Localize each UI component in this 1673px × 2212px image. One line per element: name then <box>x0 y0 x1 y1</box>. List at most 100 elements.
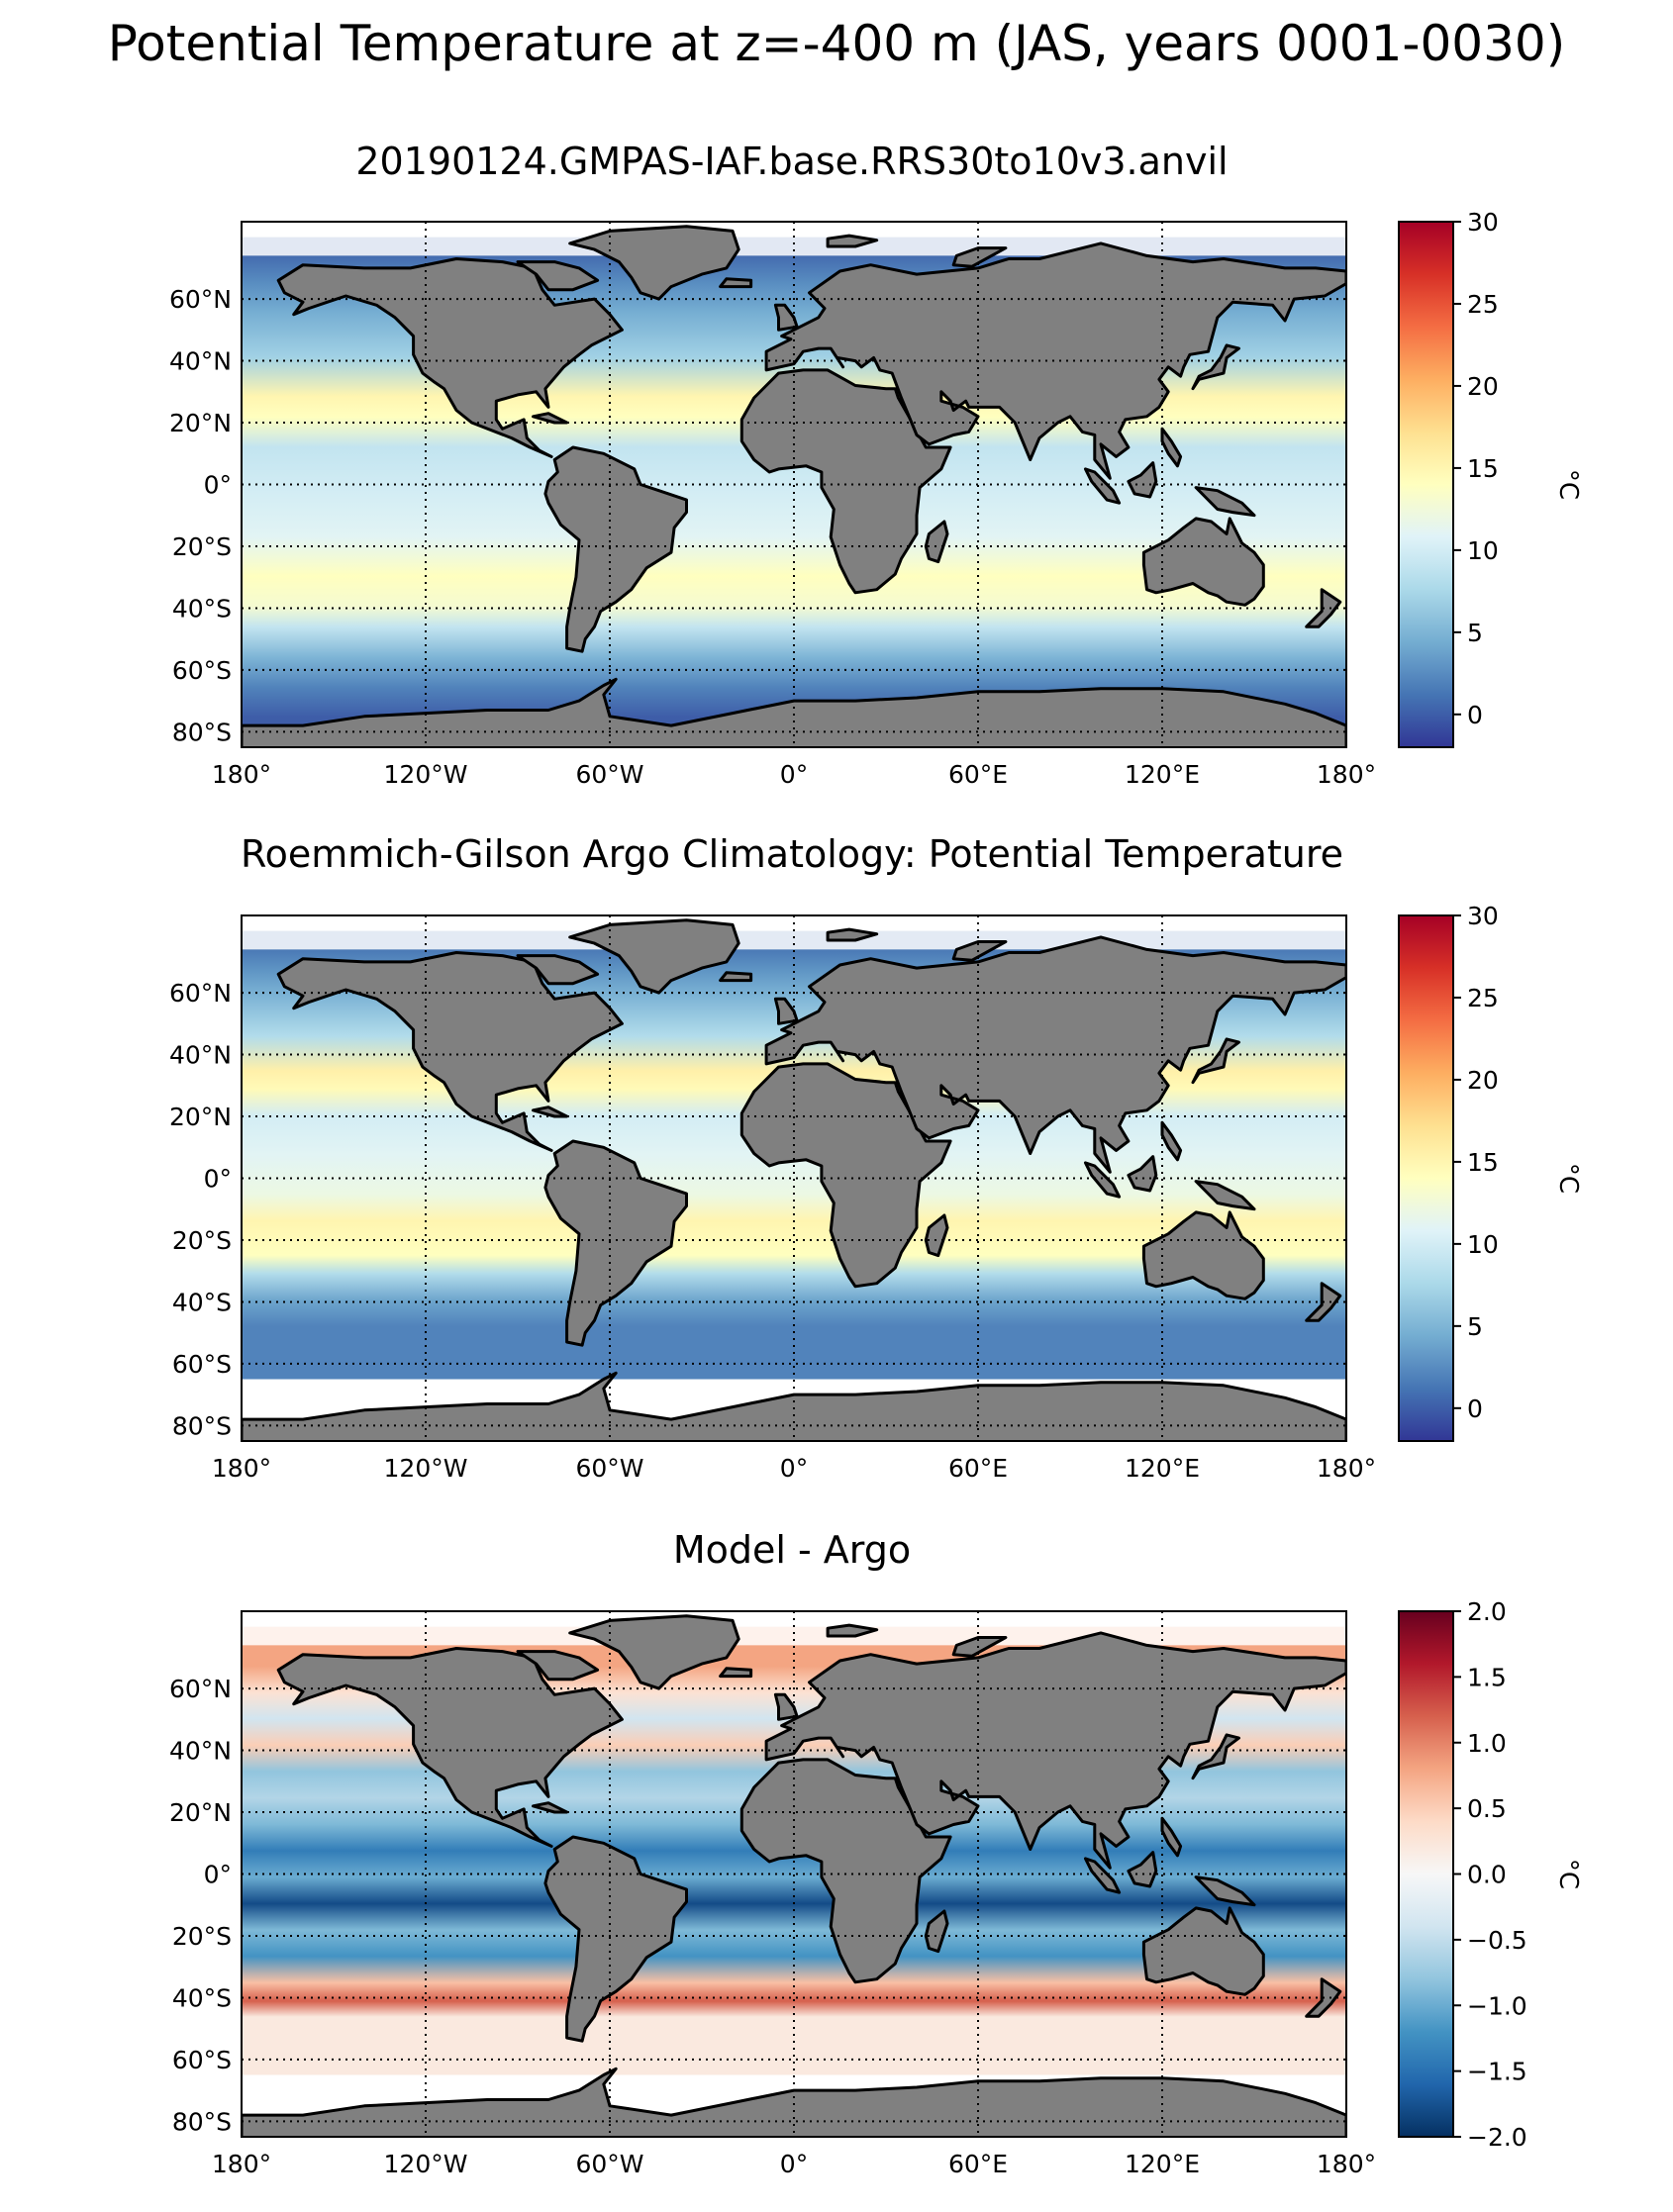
y-tick-label: 60°N <box>169 1675 232 1703</box>
land-polygon <box>242 2067 1346 2137</box>
land-polygon <box>568 1614 740 1690</box>
x-tick-label: 120°W <box>384 1454 468 1483</box>
x-tick-label: 120°E <box>1125 1454 1200 1483</box>
land-polygon <box>543 1139 688 1347</box>
land-polygon <box>951 940 1008 962</box>
colorbar-tick-label: 1.0 <box>1467 1729 1507 1758</box>
land-polygon <box>1194 486 1256 518</box>
colorbar-2: 30 25 20 15 10 5 0 °C <box>1398 902 1583 1442</box>
colorbar-unit-label: °C <box>1553 1163 1583 1194</box>
land-polygon <box>1141 1906 1265 1996</box>
axes-frame <box>241 914 1347 1442</box>
x-tick-label: 60°E <box>948 2150 1008 2178</box>
x-tick-label: 60°W <box>575 2150 643 2178</box>
land-polygon <box>1191 1037 1240 1085</box>
axes-frame <box>241 1610 1347 2138</box>
y-tick-label: 20°N <box>169 1103 232 1131</box>
land-polygon <box>924 520 949 564</box>
y-tick-label: 60°S <box>172 1350 232 1379</box>
land-polygon <box>739 368 952 595</box>
x-tick-label: 180° <box>1317 2150 1376 2178</box>
land-polygon <box>543 1835 688 2043</box>
land-polygon <box>516 260 600 292</box>
gridlines <box>242 915 1346 1441</box>
map-panel-2: 180° 120°W 60°W 0° 60°E 120°E 180° 60°N 40°N 20°N… <box>169 914 1376 1483</box>
y-tick-label: 80°S <box>172 2107 232 2136</box>
land-polygon <box>276 257 624 458</box>
colorbar-unit-label: °C <box>1553 469 1583 500</box>
colorbar-tick-label: 10 <box>1467 536 1499 565</box>
land-polygon <box>826 927 879 942</box>
y-tick-label: 40°S <box>172 1288 232 1316</box>
land-polygon <box>1194 1180 1256 1211</box>
x-tick-label: 180° <box>212 1454 271 1483</box>
colorbar-tick-label: −0.5 <box>1467 1926 1527 1955</box>
y-tick-label: 0° <box>204 1861 232 1889</box>
land-polygon <box>773 1692 799 1721</box>
landmasses <box>242 225 1346 747</box>
colorbar-tick-label: 10 <box>1467 1230 1499 1259</box>
land-polygon <box>532 1106 569 1118</box>
x-tick-label: 0° <box>780 2150 808 2178</box>
land-polygon <box>1141 517 1265 607</box>
land-polygon <box>739 1062 952 1289</box>
land-polygon <box>719 277 753 289</box>
y-tick-label: 0° <box>204 471 232 500</box>
colorbar-tick-label: −1.5 <box>1467 2058 1527 2086</box>
land-polygon <box>1084 467 1122 505</box>
colorbar-gradient <box>1398 914 1454 1442</box>
y-tick-label: 80°S <box>172 1411 232 1440</box>
land-polygon <box>532 412 569 425</box>
colorbar-gradient <box>1398 1610 1454 2138</box>
colorbar-tick-label: 30 <box>1467 902 1499 930</box>
colorbar-tick-label: 0 <box>1467 701 1483 729</box>
land-polygon <box>764 935 1346 1174</box>
y-tick-label: 40°N <box>169 1041 232 1070</box>
y-tick-label: 60°N <box>169 285 232 314</box>
land-polygon <box>773 303 799 332</box>
y-tick-label: 60°N <box>169 979 232 1008</box>
land-polygon <box>568 918 740 995</box>
land-polygon <box>1127 1851 1158 1888</box>
colorbar-tick-label: 25 <box>1467 984 1499 1012</box>
land-polygon <box>951 246 1008 268</box>
land-polygon <box>764 241 1346 480</box>
land-polygon <box>1160 1816 1183 1858</box>
land-polygon <box>516 954 600 986</box>
colorbar-unit-label: °C <box>1553 1859 1583 1889</box>
y-tick-label: 20°S <box>172 1226 232 1255</box>
colorbar-tick-label: 0 <box>1467 1395 1483 1423</box>
colorbar-tick-label: 30 <box>1467 208 1499 237</box>
y-tick-label: 40°N <box>169 347 232 376</box>
colorbar-tick-label: 0.5 <box>1467 1794 1507 1823</box>
land-polygon <box>826 234 879 248</box>
land-polygon <box>924 1213 949 1258</box>
landmasses <box>242 918 1346 1441</box>
x-tick-label: 120°W <box>384 760 468 789</box>
x-tick-label: 120°E <box>1125 2150 1200 2178</box>
land-polygon <box>1160 427 1183 468</box>
y-tick-label: 60°S <box>172 656 232 685</box>
colorbar-tick-label: 1.5 <box>1467 1663 1507 1691</box>
land-polygon <box>1127 461 1158 499</box>
land-polygon <box>1194 1875 1256 1907</box>
land-polygon <box>1160 1120 1183 1162</box>
land-polygon <box>276 1647 624 1848</box>
x-tick-label: 120°W <box>384 2150 468 2178</box>
land-polygon <box>516 1650 600 1682</box>
x-tick-label: 180° <box>1317 760 1376 789</box>
colorbar-tick-label: 2.0 <box>1467 1597 1507 1626</box>
land-polygon <box>826 1623 879 1638</box>
map-panel-1: 180° 120°W 60°W 0° 60°E 120°E 180° 60°N 40°N 20°N… <box>169 221 1376 789</box>
y-tick-label: 0° <box>204 1165 232 1194</box>
land-polygon <box>739 1758 952 1984</box>
y-tick-label: 20°S <box>172 532 232 561</box>
land-polygon <box>773 997 799 1025</box>
land-polygon <box>242 1371 1346 1441</box>
x-tick-label: 180° <box>1317 1454 1376 1483</box>
land-polygon <box>924 1909 949 1954</box>
land-polygon <box>719 1667 753 1679</box>
colorbar-tick-label: 20 <box>1467 372 1499 401</box>
land-polygon <box>242 677 1346 747</box>
